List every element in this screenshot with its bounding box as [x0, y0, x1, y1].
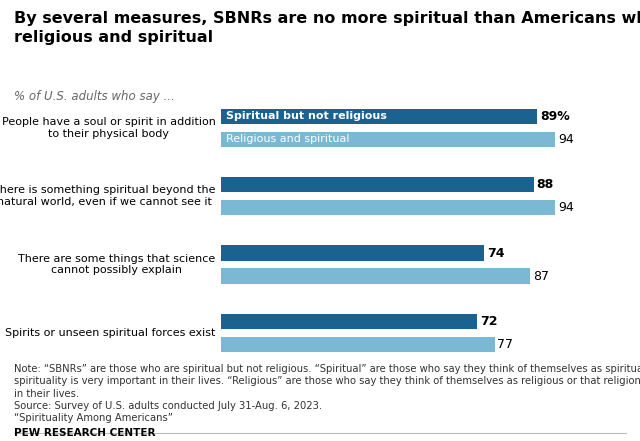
Text: There are some things that science
cannot possibly explain: There are some things that science canno…: [18, 254, 216, 276]
Text: By several measures, SBNRs are no more spiritual than Americans who are both
rel: By several measures, SBNRs are no more s…: [14, 11, 640, 45]
Bar: [221, 314, 477, 329]
Bar: [221, 246, 484, 261]
Text: “Spirituality Among Americans”: “Spirituality Among Americans”: [14, 413, 173, 423]
Text: 87: 87: [533, 269, 549, 283]
Text: Spiritual but not religious: Spiritual but not religious: [226, 111, 387, 121]
Bar: [221, 131, 555, 147]
Text: in their lives.: in their lives.: [14, 389, 79, 399]
Text: 88: 88: [536, 178, 554, 191]
Text: 77: 77: [497, 338, 513, 351]
Text: Religious and spiritual: Religious and spiritual: [226, 134, 349, 144]
Bar: [221, 108, 537, 124]
Text: 94: 94: [558, 201, 573, 214]
Text: PEW RESEARCH CENTER: PEW RESEARCH CENTER: [14, 428, 156, 438]
Bar: [221, 200, 555, 215]
Text: Spirits or unseen spiritual forces exist: Spirits or unseen spiritual forces exist: [5, 328, 216, 338]
Text: Note: “SBNRs” are those who are spiritual but not religious. “Spiritual” are tho: Note: “SBNRs” are those who are spiritua…: [14, 364, 640, 374]
Text: % of U.S. adults who say ...: % of U.S. adults who say ...: [14, 90, 175, 103]
Bar: [221, 177, 534, 192]
Text: 89%: 89%: [540, 110, 570, 123]
Text: 94: 94: [558, 133, 573, 146]
Text: 72: 72: [479, 315, 497, 328]
Text: spirituality is very important in their lives. “Religious” are those who say the: spirituality is very important in their …: [14, 376, 640, 386]
Text: 74: 74: [487, 247, 504, 260]
Text: People have a soul or spirit in addition
to their physical body: People have a soul or spirit in addition…: [1, 117, 216, 138]
Text: There is something spiritual beyond the
natural world, even if we cannot see it: There is something spiritual beyond the …: [0, 185, 216, 207]
Bar: [221, 337, 495, 352]
Text: Source: Survey of U.S. adults conducted July 31-Aug. 6, 2023.: Source: Survey of U.S. adults conducted …: [14, 401, 322, 411]
Bar: [221, 269, 530, 284]
